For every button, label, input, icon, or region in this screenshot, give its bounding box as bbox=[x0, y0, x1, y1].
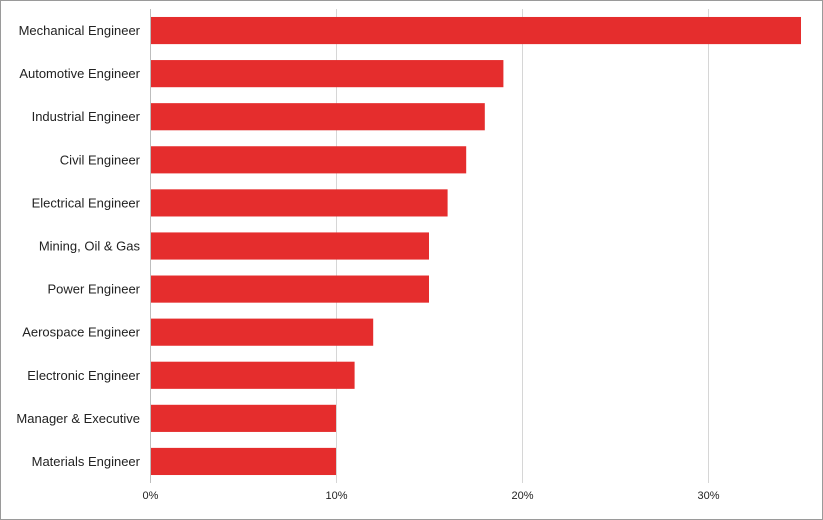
bar bbox=[151, 60, 504, 88]
x-tick-labels: 0% 10% 20% 30% bbox=[143, 490, 720, 502]
category-label: Automotive Engineer bbox=[19, 66, 140, 81]
category-label: Civil Engineer bbox=[60, 152, 141, 167]
category-label: Industrial Engineer bbox=[32, 109, 141, 124]
category-label: Materials Engineer bbox=[32, 454, 141, 469]
bar bbox=[151, 146, 467, 174]
x-tick-label: 20% bbox=[511, 490, 533, 502]
bar bbox=[151, 189, 448, 217]
bar bbox=[151, 275, 429, 303]
bar bbox=[151, 447, 336, 476]
bar bbox=[151, 16, 801, 45]
category-label: Electronic Engineer bbox=[27, 368, 140, 383]
x-tick-label: 10% bbox=[325, 490, 347, 502]
category-label: Electrical Engineer bbox=[32, 195, 141, 210]
bar bbox=[151, 404, 336, 432]
bar bbox=[151, 318, 374, 346]
x-tick-label: 0% bbox=[143, 490, 159, 502]
x-tick-label: 30% bbox=[697, 490, 719, 502]
category-label: Mining, Oil & Gas bbox=[39, 239, 141, 254]
category-labels: Mechanical Engineer Automotive Engineer In… bbox=[16, 23, 140, 469]
category-label: Manager & Executive bbox=[16, 411, 140, 426]
bar bbox=[151, 103, 485, 131]
bar bbox=[151, 361, 355, 389]
bar bbox=[151, 232, 429, 260]
bars bbox=[151, 16, 801, 476]
category-label: Mechanical Engineer bbox=[19, 23, 141, 38]
category-label: Power Engineer bbox=[48, 282, 141, 297]
category-label: Aerospace Engineer bbox=[22, 325, 140, 340]
